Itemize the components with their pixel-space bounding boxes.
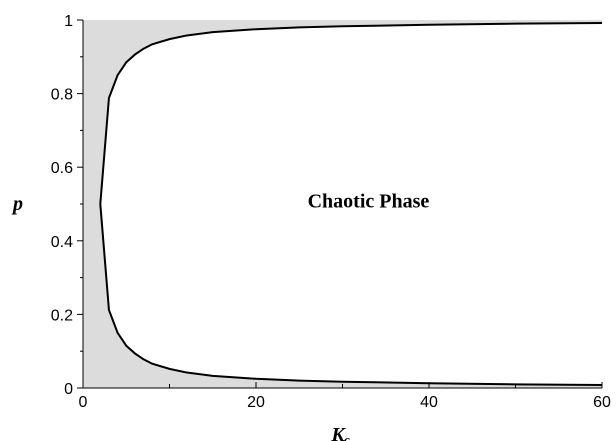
y-tick-label: 0.2 (51, 307, 73, 324)
x-tick-label: 40 (420, 394, 438, 411)
x-axis-label-main: K (330, 424, 346, 441)
chaotic-phase-label: Chaotic Phase (308, 190, 430, 212)
y-tick-label: 1 (64, 13, 73, 30)
y-tick-label: 0 (64, 381, 73, 398)
frozen-region-upper (83, 20, 602, 204)
x-tick-label: 0 (79, 394, 88, 411)
x-tick-label: 20 (247, 394, 265, 411)
y-tick-label: 0.8 (51, 87, 73, 104)
x-axis-label-subscript: c (344, 432, 350, 441)
x-tick-label: 60 (593, 394, 611, 411)
frozen-region-lower (83, 204, 602, 388)
y-tick-label: 0.6 (51, 160, 73, 177)
lower-boundary-curve (99, 203, 603, 387)
upper-boundary-curve (99, 21, 603, 205)
y-axis-label: p (11, 193, 23, 215)
y-tick-label: 0.4 (51, 234, 73, 251)
x-axis-label: K c (330, 424, 350, 441)
